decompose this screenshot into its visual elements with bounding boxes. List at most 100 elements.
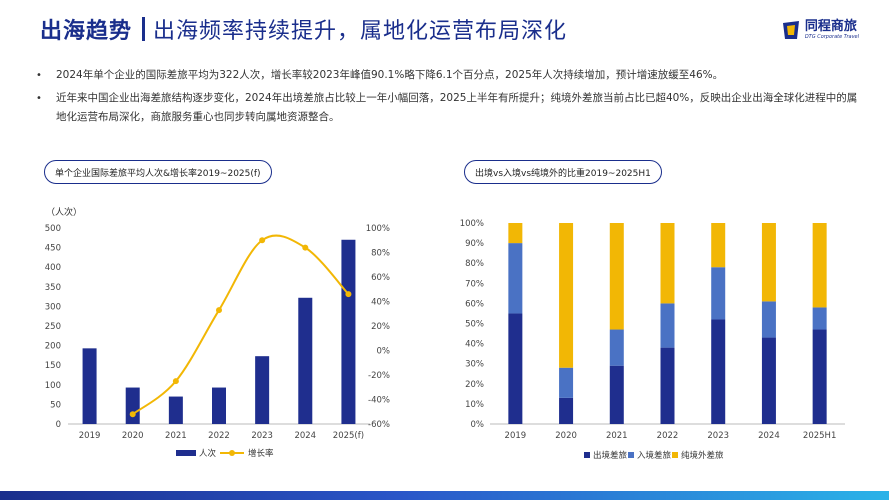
growth-rate-line xyxy=(132,234,350,416)
stack-segment-2023 xyxy=(711,267,726,320)
y-tick-label-left: 450 xyxy=(45,244,61,254)
bullet-dot-icon: • xyxy=(36,93,42,104)
chart2-title-pill: 出境vs入境vs纯境外的比重2019~2025H1 xyxy=(464,160,662,184)
page-title: 出海频率持续提升，属地化运营布局深化 xyxy=(153,19,568,44)
bar-2019 xyxy=(82,348,97,424)
bullet-item: • 近年来中国企业出海差旅结构逐步变化，2024年出境差旅占比较上一年小幅回落，… xyxy=(36,89,866,127)
legend-swatch xyxy=(628,452,634,458)
x-tick-label: 2022 xyxy=(208,431,230,441)
x-tick-label: 2023 xyxy=(707,431,729,441)
summary-bullets: • 2024年单个企业的国际差旅平均为322人次，增长率较2023年峰值90.1… xyxy=(36,66,866,131)
chart1-title: 单个企业国际差旅平均人次&增长率2019~2025(f) xyxy=(55,168,261,179)
company-logo: 同程商旅 DTG Corporate Travel xyxy=(781,14,859,46)
stack-segment-2022 xyxy=(660,303,675,348)
bar-2023 xyxy=(255,356,270,424)
growth-rate-point xyxy=(302,244,309,251)
y-tick-label-left: 350 xyxy=(45,283,61,293)
y-tick-label: 90% xyxy=(465,239,484,249)
legend-label: 纯境外差旅 xyxy=(681,450,724,461)
y-tick-label: 40% xyxy=(465,340,484,350)
growth-rate-point xyxy=(216,307,222,314)
y-tick-label: 0% xyxy=(471,420,485,430)
stack-segment-2020 xyxy=(559,223,574,368)
chart-travel-share: 0% 10% 20% 30% 40% 50% 60% 70% 80% 90% 100% 2019 202… xyxy=(460,219,845,461)
stack-segment-2025H1 xyxy=(812,223,827,308)
bar-2020 xyxy=(125,387,140,424)
x-tick-label: 2020 xyxy=(555,431,577,441)
legend-label: 出境差旅 xyxy=(593,450,628,461)
x-tick-label: 2025(f) xyxy=(333,431,364,441)
y-tick-label: 20% xyxy=(465,380,484,390)
x-tick-label: 2023 xyxy=(251,431,273,441)
y-tick-label-right: -60% xyxy=(368,420,390,430)
stack-segment-2020 xyxy=(559,367,574,398)
y-tick-label: 30% xyxy=(465,360,484,370)
stack-segment-2024 xyxy=(761,223,776,302)
legend-label: 入境差旅 xyxy=(637,450,672,461)
stack-segment-2024 xyxy=(761,301,776,338)
y-tick-label-left: 50 xyxy=(50,400,61,410)
x-tick-label: 2025H1 xyxy=(803,431,836,441)
y-tick-label: 70% xyxy=(465,279,484,289)
x-tick-label: 2024 xyxy=(294,431,316,441)
y-tick-label-left: 200 xyxy=(45,342,61,352)
growth-rate-point xyxy=(172,378,179,385)
bullet-dot-icon: • xyxy=(36,70,42,81)
stack-segment-2022 xyxy=(660,223,675,304)
stack-segment-2021 xyxy=(609,223,624,330)
bullet-item: • 2024年单个企业的国际差旅平均为322人次，增长率较2023年峰值90.1… xyxy=(36,66,866,85)
growth-rate-point xyxy=(259,237,266,244)
y-tick-label: 100% xyxy=(460,219,484,229)
y-tick-label-left: 100 xyxy=(45,381,61,391)
title-divider xyxy=(142,17,146,41)
bar-2025(f) xyxy=(341,239,356,424)
bullet-text: 近年来中国企业出海差旅结构逐步变化，2024年出境差旅占比较上一年小幅回落，20… xyxy=(56,92,858,123)
x-tick-label: 2021 xyxy=(165,431,187,441)
y-tick-label-left: 250 xyxy=(45,322,61,332)
chart2-title: 出境vs入境vs纯境外的比重2019~2025H1 xyxy=(475,168,651,179)
y-tick-label-left: 400 xyxy=(45,263,61,273)
bar-2022 xyxy=(212,387,226,424)
stack-segment-2021 xyxy=(609,329,624,366)
y-tick-label: 10% xyxy=(465,400,484,410)
bottom-accent-bar xyxy=(0,491,889,500)
y-tick-label-right: 0% xyxy=(377,347,391,357)
chart1-title-pill: 单个企业国际差旅平均人次&增长率2019~2025(f) xyxy=(44,160,272,184)
bar-2021 xyxy=(168,396,183,424)
logo-subtitle: DTG Corporate Travel xyxy=(804,34,859,40)
y-tick-label-right: 100% xyxy=(366,224,390,234)
legend-label-bars: 人次 xyxy=(199,448,217,459)
stack-segment-2021 xyxy=(609,365,624,424)
stack-segment-2022 xyxy=(660,347,675,424)
growth-rate-point xyxy=(129,411,136,418)
stack-segment-2025H1 xyxy=(812,329,827,424)
y-tick-label: 60% xyxy=(465,299,484,309)
stack-segment-2025H1 xyxy=(812,307,827,330)
y-tick-label-right: -20% xyxy=(368,371,390,381)
y-tick-label-right: 60% xyxy=(371,273,390,283)
y-tick-label-left: 300 xyxy=(45,302,61,312)
x-tick-label: 2019 xyxy=(505,431,527,441)
legend-swatch-bars xyxy=(176,450,196,456)
bullet-text: 2024年单个企业的国际差旅平均为322人次，增长率较2023年峰值90.1%略… xyxy=(56,69,724,81)
logo-name: 同程商旅 xyxy=(804,19,857,34)
y-tick-label-left: 150 xyxy=(45,361,61,371)
x-tick-label: 2022 xyxy=(657,431,679,441)
legend-swatch xyxy=(672,452,678,458)
page-header: 出海趋势 出海频率持续提升，属地化运营布局深化 xyxy=(40,12,567,46)
growth-rate-point xyxy=(345,291,352,298)
stack-segment-2019 xyxy=(508,313,523,424)
x-tick-label: 2021 xyxy=(606,431,628,441)
y-tick-label-right: 40% xyxy=(371,298,390,308)
y-tick-label-right: 20% xyxy=(371,322,390,332)
chart-travel-volume: （人次） 0 50 100 150 200 250 300 350 400 450 500 -60% -4… xyxy=(45,206,391,459)
stack-segment-2024 xyxy=(761,337,776,424)
x-tick-label: 2019 xyxy=(79,431,101,441)
y-axis-unit-label: （人次） xyxy=(46,206,82,218)
legend-label-line: 增长率 xyxy=(248,448,274,459)
stack-segment-2019 xyxy=(508,223,523,244)
legend-swatch-line-point xyxy=(229,450,235,456)
stack-segment-2023 xyxy=(711,319,726,424)
y-tick-label: 80% xyxy=(465,259,484,269)
legend-swatch xyxy=(584,452,590,458)
